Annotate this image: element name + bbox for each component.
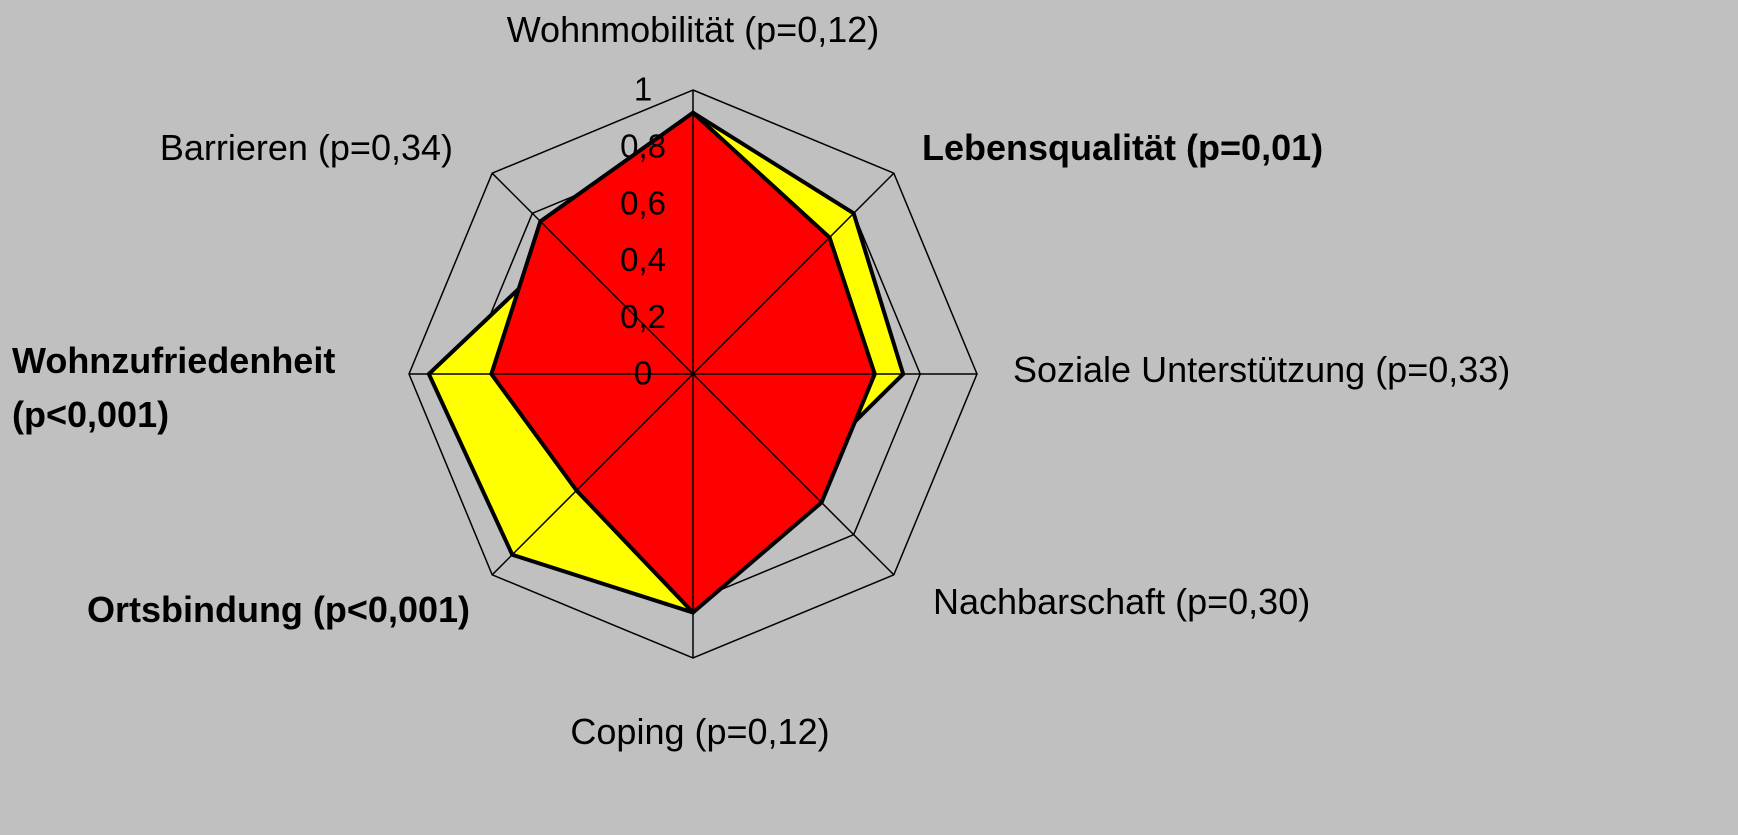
r-tick-label: 1 (634, 71, 652, 108)
category-label: Coping (p=0,12) (570, 711, 830, 752)
category-label: Ortsbindung (p<0,001) (86, 589, 470, 630)
category-label: Wohnmobilität (p=0,12) (506, 9, 880, 50)
r-tick-label: 0,4 (620, 241, 666, 278)
r-tick-label: 0,8 (620, 128, 666, 165)
axis-spoke (491, 172, 694, 375)
category-label: Wohnzufriedenheit (p<0,001) (12, 340, 336, 435)
category-label: Nachbarschaft (p=0,30) (933, 581, 1311, 622)
r-tick-label: 0,2 (620, 298, 666, 335)
category-label: Soziale Unterstützung (p=0,33) (1013, 349, 1511, 390)
category-label: Barrieren (p=0,34) (159, 127, 453, 168)
category-label: Lebensqualität (p=0,01) (922, 127, 1324, 168)
axis-spoke (692, 172, 895, 375)
r-tick-label: 0 (634, 355, 652, 392)
axis-spoke (692, 373, 895, 576)
r-tick-label: 0,6 (620, 184, 666, 221)
axis-spoke (491, 373, 694, 576)
